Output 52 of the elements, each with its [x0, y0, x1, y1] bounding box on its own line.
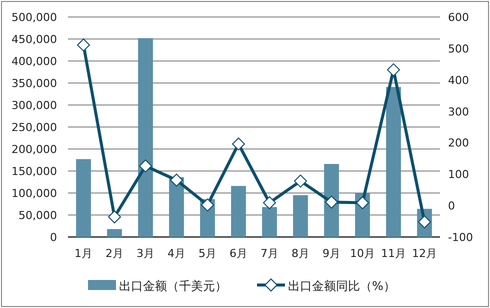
y-tick-label: 400,000	[12, 55, 57, 68]
bar	[324, 164, 339, 237]
y-tick-label: 500,000	[12, 11, 57, 24]
y-tick-label: 0	[50, 231, 57, 244]
y2-tick-label: 400	[448, 74, 469, 87]
y-tick-label: 200,000	[12, 143, 57, 156]
bar	[76, 159, 91, 237]
y2-tick-label: 100	[448, 168, 469, 182]
bar	[386, 86, 401, 237]
y2-tick-label: 0	[448, 200, 455, 213]
bar	[107, 229, 122, 237]
x-tick-label: 1月	[74, 247, 92, 260]
y2-tick-label: 500	[448, 42, 469, 56]
y2-tick-label: 300	[448, 105, 469, 118]
point	[356, 196, 369, 210]
y-tick-label: 100,000	[12, 187, 57, 200]
bar	[231, 186, 246, 237]
bar	[293, 195, 308, 237]
x-tick-label: 12月	[412, 247, 437, 260]
point	[263, 196, 276, 210]
point	[77, 38, 90, 52]
bar	[138, 38, 153, 237]
x-tick-label: 3月	[136, 247, 154, 260]
y-tick-label: 350,000	[12, 77, 57, 90]
point	[139, 159, 152, 172]
point	[201, 198, 214, 212]
y2-tick-label: 200	[448, 136, 469, 150]
point	[170, 174, 183, 187]
x-tick-label: 4月	[168, 247, 186, 260]
y-tick-label: 250,000	[12, 121, 57, 134]
point	[387, 63, 400, 76]
legend-label: 出口金额（千美元）	[119, 279, 227, 293]
x-tick-label: 2月	[106, 247, 124, 260]
bar	[262, 207, 277, 237]
legend-label: 出口金额同比（%）	[288, 279, 396, 293]
point	[294, 174, 307, 188]
x-tick-label: 6月	[230, 247, 248, 260]
x-tick-label: 10月	[350, 247, 375, 260]
point	[232, 137, 245, 150]
y2-tick-label: -100	[448, 231, 473, 244]
y-tick-label: 450,000	[12, 33, 57, 46]
x-tick-label: 7月	[260, 247, 278, 260]
point	[108, 210, 121, 224]
x-tick-label: 9月	[322, 247, 340, 260]
y-tick-label: 50,000	[18, 209, 57, 222]
x-tick-label: 5月	[198, 247, 216, 260]
x-tick-label: 11月	[381, 247, 406, 260]
y2-tick-label: 600	[448, 11, 469, 24]
point	[325, 196, 338, 209]
x-tick-label: 8月	[292, 247, 310, 260]
y-tick-label: 300,000	[12, 99, 57, 112]
y-tick-label: 150,000	[12, 165, 57, 178]
